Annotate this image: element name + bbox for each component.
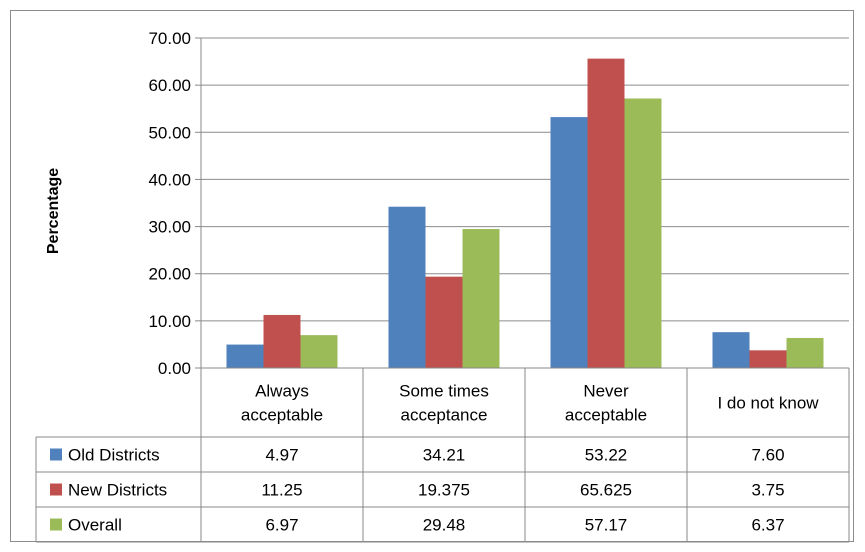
table-cell-value: 65.625 xyxy=(580,481,632,500)
category-label: Some times xyxy=(399,382,489,401)
axes: 0.00 10.00 20.00 30.00 40.00 50.00 60.00 70.00 xyxy=(148,29,202,378)
bar-old-districts xyxy=(712,332,750,368)
y-tick-label: 30.00 xyxy=(148,218,191,237)
legend-swatch xyxy=(50,483,62,496)
y-tick-label: 10.00 xyxy=(148,312,191,331)
table-cell-value: 4.97 xyxy=(265,446,298,465)
table-cell-value: 57.17 xyxy=(585,516,628,535)
y-tick-label: 0.00 xyxy=(158,359,191,378)
bar-overall xyxy=(624,98,662,368)
category-label: I do not know xyxy=(717,394,819,413)
category-label: Never xyxy=(583,382,629,401)
bar-old-districts xyxy=(226,344,264,368)
category-label: acceptance xyxy=(401,406,488,425)
table-cell-value: 6.97 xyxy=(265,516,298,535)
y-tick-label: 20.00 xyxy=(148,265,191,284)
table-cell-value: 53.22 xyxy=(585,446,628,465)
bar-old-districts xyxy=(550,117,588,368)
table-cell-value: 29.48 xyxy=(423,516,466,535)
legend-label: New Districts xyxy=(68,481,167,500)
table-cell-value: 11.25 xyxy=(261,481,302,500)
legend-label: Old Districts xyxy=(68,446,160,465)
y-tick-label: 60.00 xyxy=(148,76,191,95)
y-axis-label: Percentage xyxy=(45,168,62,254)
table-cell-value: 3.75 xyxy=(751,481,784,500)
bar-new-districts xyxy=(749,350,787,368)
table-cell-value: 7.60 xyxy=(751,446,784,465)
bar-new-districts xyxy=(425,276,463,368)
data-table: Always acceptable Some times acceptance Neve… xyxy=(35,367,850,543)
bar-overall xyxy=(786,337,824,368)
bar-old-districts xyxy=(388,206,426,368)
category-label: acceptable xyxy=(241,406,323,425)
table-cell-value: 34.21 xyxy=(423,446,466,465)
bar-new-districts xyxy=(587,58,625,368)
category-label: Always xyxy=(255,382,309,401)
y-tick-label: 70.00 xyxy=(148,29,191,48)
legend-swatch xyxy=(50,518,62,531)
legend-label: Overall xyxy=(68,516,122,535)
y-tick-label: 50.00 xyxy=(148,123,191,142)
y-tick-label: 40.00 xyxy=(148,170,191,189)
bars xyxy=(226,58,824,368)
chart-frame xyxy=(10,10,854,542)
category-label: acceptable xyxy=(565,406,647,425)
bar-new-districts xyxy=(263,314,301,368)
legend-swatch xyxy=(50,448,62,461)
table-cell-value: 6.37 xyxy=(751,516,784,535)
bar-overall xyxy=(300,335,338,368)
bar-overall xyxy=(462,229,500,368)
gridlines xyxy=(201,37,849,322)
table-cell-value: 19.375 xyxy=(418,481,470,500)
